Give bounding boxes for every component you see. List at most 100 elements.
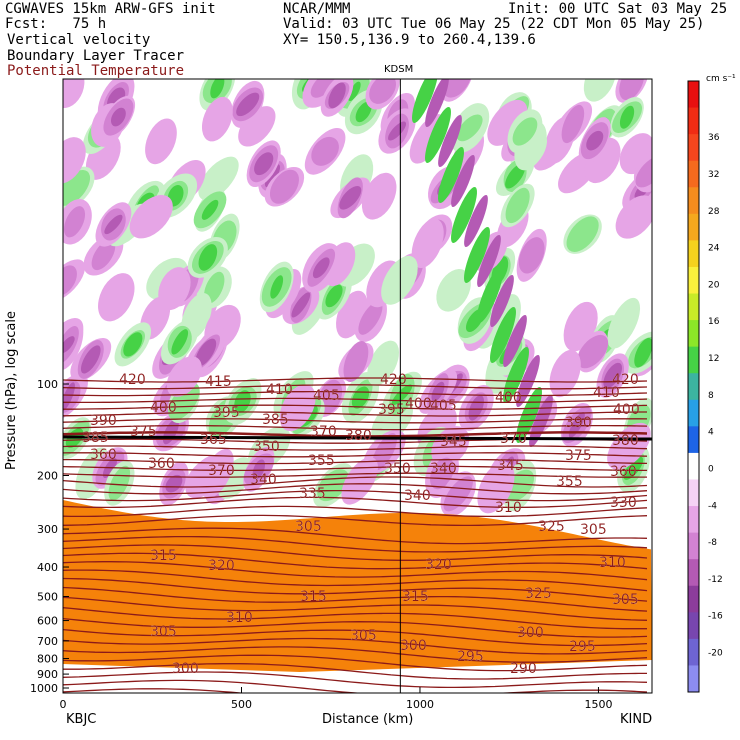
marker-station-label: KDSM (384, 64, 414, 75)
y-tick-label: 600 (37, 615, 58, 628)
colorbar-swatch (688, 134, 699, 162)
theta-label: 400 (613, 402, 640, 418)
theta-label: 295 (569, 639, 596, 655)
theta-label: 305 (580, 522, 607, 538)
theta-contour (63, 458, 648, 465)
y-tick-label: 500 (37, 590, 58, 603)
theta-contour (63, 404, 648, 410)
colorbar-frame (687, 80, 700, 693)
velocity-cell (634, 337, 652, 368)
velocity-cell (348, 81, 361, 102)
forecast-hour: Fcst: 75 h (5, 16, 107, 32)
velocity-cell (166, 356, 202, 397)
velocity-cell (310, 79, 337, 98)
velocity-cell (443, 476, 473, 512)
theta-label: 355 (308, 453, 335, 469)
theta-contour (63, 679, 648, 693)
velocity-cell (317, 469, 349, 502)
cross-section-xy: XY= 150.5,136.9 to 260.4,139.6 (283, 32, 536, 48)
velocity-cell (412, 79, 438, 123)
velocity-cell (234, 390, 251, 413)
ground (63, 660, 652, 693)
theta-label: 320 (208, 558, 235, 574)
theta-label: 340 (404, 488, 431, 504)
theta-label: 310 (226, 610, 253, 626)
theta-label: 300 (172, 661, 199, 677)
colorbar-label: -8 (708, 538, 717, 548)
theta-contour (63, 452, 648, 458)
velocity-cell (464, 227, 490, 283)
theta-label: 340 (430, 461, 457, 477)
velocity-cell (204, 271, 225, 304)
theta-label: 420 (612, 372, 639, 388)
velocity-cell (468, 395, 484, 421)
theta-label: 305 (350, 628, 377, 644)
velocity-cell (367, 340, 400, 386)
colorbar-swatch (688, 426, 699, 454)
colorbar-label: 4 (708, 428, 714, 438)
vertical-velocity-field (63, 79, 652, 517)
theta-label: 370 (208, 463, 235, 479)
colorbar-swatch (688, 187, 699, 215)
theta-label: 400 (405, 396, 432, 412)
colorbar-label: 16 (708, 317, 720, 327)
colorbar-swatch (688, 107, 699, 135)
theta-contour (63, 561, 648, 581)
theta-contour (63, 397, 648, 404)
colorbar-label: 20 (708, 280, 720, 290)
velocity-cell (619, 105, 635, 129)
colorbar-label: -12 (708, 575, 723, 585)
colorbar-swatch (688, 638, 699, 666)
theta-contour (63, 390, 648, 397)
theta-contour (63, 431, 648, 438)
colorbar-swatch (688, 665, 699, 693)
theta-label: 415 (205, 374, 232, 390)
velocity-cell (269, 169, 299, 204)
colorbar-label: 28 (708, 207, 720, 217)
velocity-cell (217, 457, 253, 499)
theta-label: 410 (593, 385, 620, 401)
velocity-cell (358, 301, 383, 335)
velocity-cell (355, 101, 372, 123)
velocity-cell (108, 465, 131, 501)
colorbar-swatch (688, 612, 699, 640)
colorbar-swatch (688, 373, 699, 401)
velocity-cell (63, 169, 91, 206)
velocity-cell (425, 107, 451, 163)
colorbar: 36 32 28 24 20 16 12 8 4 0 -4 -8 -12 -16 -20 (687, 80, 723, 693)
colorbar-units: cm s⁻¹ (706, 74, 736, 84)
theta-label: 395 (213, 405, 240, 421)
theta-label: 315 (300, 589, 327, 605)
colorbar-label: 12 (708, 354, 719, 364)
velocity-cell (98, 273, 135, 322)
theta-contour (63, 697, 647, 713)
colorbar-swatch (688, 399, 699, 427)
y-tick-label: 100 (37, 378, 58, 391)
theta-label: 360 (148, 456, 175, 472)
theta-contour (63, 514, 648, 527)
velocity-cell (200, 448, 234, 499)
velocity-cell (104, 214, 123, 235)
velocity-cell (63, 265, 77, 296)
x-tick-label: 1000 (406, 698, 434, 711)
velocity-cell (311, 136, 339, 166)
velocity-cell (171, 329, 189, 355)
velocity-cell (477, 267, 503, 323)
theta-label: 375 (130, 424, 157, 440)
velocity-cell (201, 96, 233, 142)
theta-label: 305 (612, 592, 639, 608)
right-station-label: KIND (620, 712, 653, 727)
theta-contour (63, 552, 648, 570)
theta-contour (63, 418, 648, 424)
theta-label: 400 (150, 400, 177, 416)
velocity-cell (566, 216, 599, 252)
velocity-cell (168, 382, 200, 421)
colorbar-label: -20 (708, 649, 723, 659)
theta-label: 315 (402, 589, 429, 605)
colorbar-swatch (688, 559, 699, 587)
init-time: Init: 00 UTC Sat 03 May 25 (508, 1, 728, 17)
theta-label: 375 (565, 448, 592, 464)
theta-contour (63, 505, 648, 518)
boundary-layer-tracer-field (63, 500, 652, 693)
